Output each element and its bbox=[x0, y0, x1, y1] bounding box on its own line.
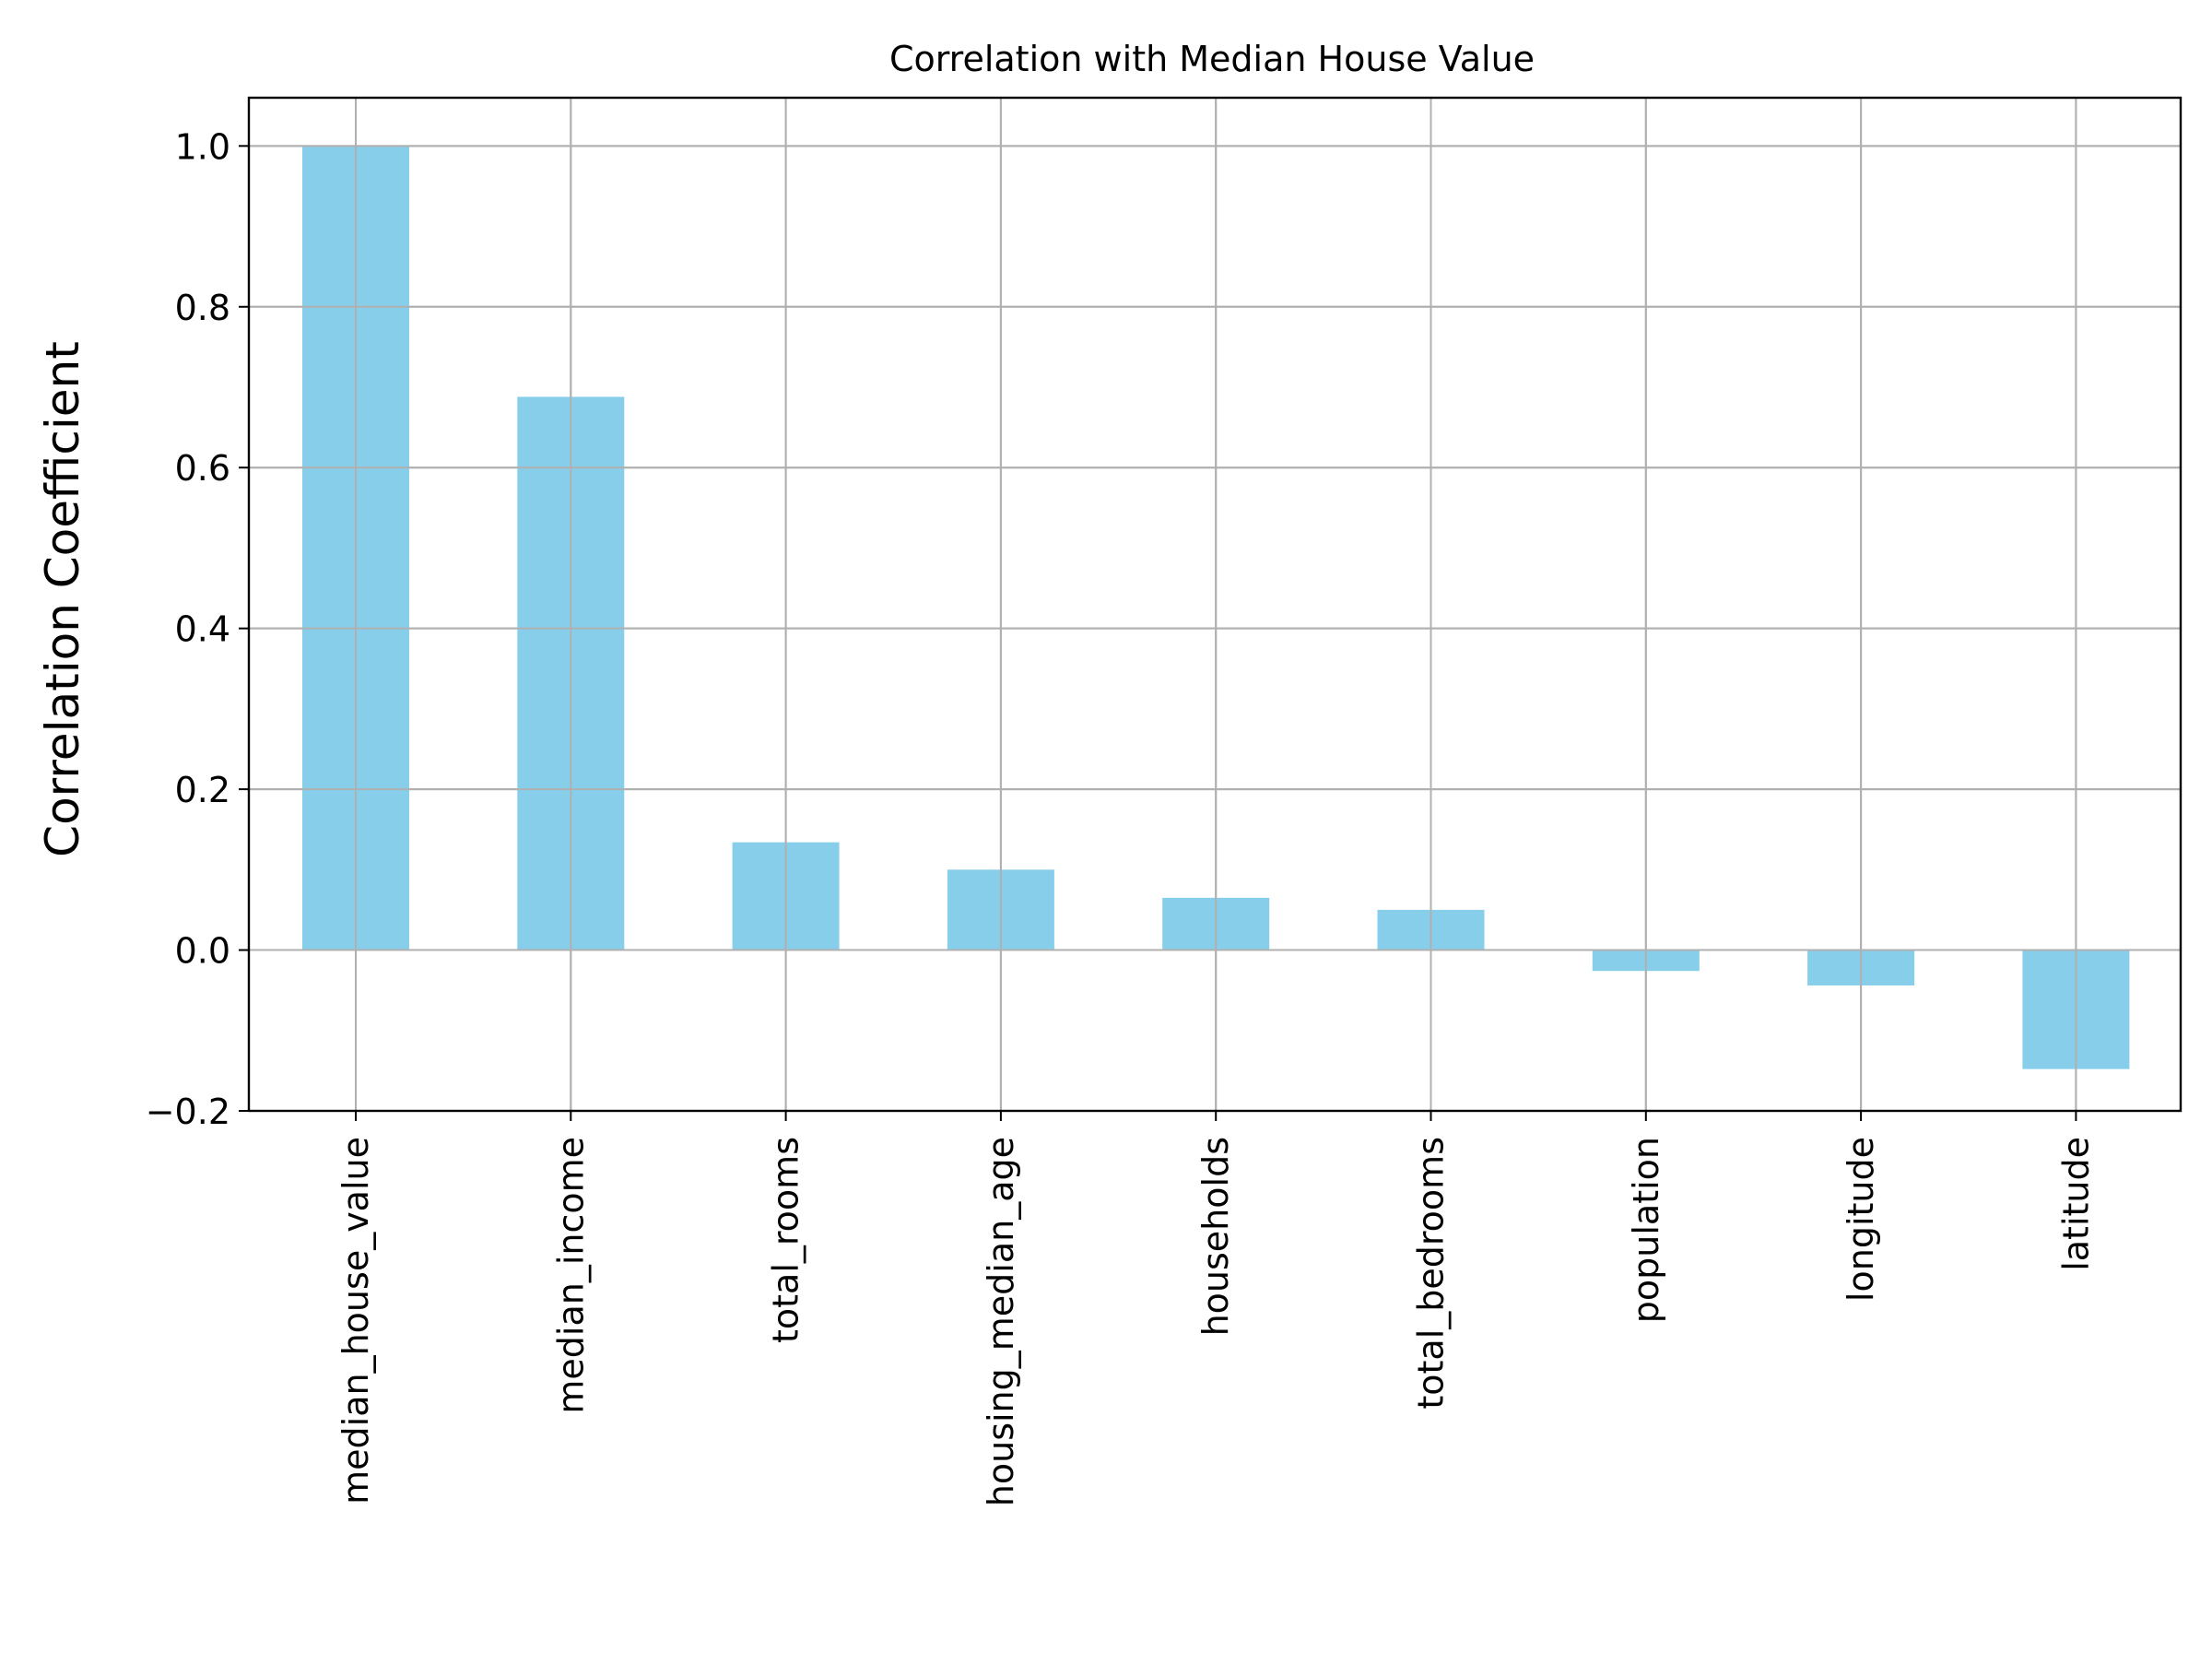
y-tick-label: 1.0 bbox=[175, 126, 230, 167]
plot-frame bbox=[247, 96, 2183, 1113]
y-tick-label: 0.2 bbox=[175, 770, 230, 810]
x-tick-label: median_income bbox=[550, 1137, 591, 1414]
x-tick-label: latitude bbox=[2055, 1137, 2096, 1271]
chart-title: Correlation with Median House Value bbox=[889, 39, 1535, 79]
y-axis-ticks: −0.2 0.0 0.2 0.4 0.6 0.8 1.0 bbox=[146, 126, 249, 1132]
x-tick-label: longitude bbox=[1841, 1137, 1881, 1302]
axes bbox=[247, 96, 2183, 1113]
y-tick-label: 0.4 bbox=[175, 609, 230, 650]
x-axis-ticks: median_house_value median_income total_roo… bbox=[335, 1111, 2096, 1506]
y-axis-label: Correlation Coefficient bbox=[36, 341, 89, 857]
y-tick-label: 0.8 bbox=[175, 288, 230, 328]
y-tick-label: −0.2 bbox=[146, 1092, 230, 1132]
bars bbox=[249, 98, 2181, 1112]
x-tick-label: median_house_value bbox=[335, 1137, 376, 1505]
y-tick-label: 0.6 bbox=[175, 448, 230, 489]
x-tick-label: population bbox=[1626, 1137, 1666, 1323]
x-tick-label: households bbox=[1195, 1137, 1236, 1336]
x-tick-label: total_rooms bbox=[766, 1137, 806, 1343]
x-tick-label: housing_median_age bbox=[981, 1137, 1021, 1506]
y-tick-label: 0.0 bbox=[175, 931, 230, 972]
x-tick-label: total_bedrooms bbox=[1411, 1137, 1452, 1410]
